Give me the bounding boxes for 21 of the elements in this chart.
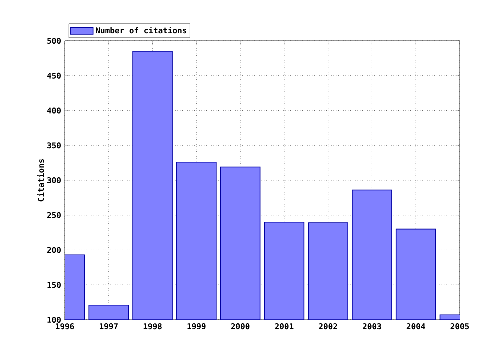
y-tick-label: 100 — [48, 316, 61, 324]
x-tick-label: 2005 — [450, 324, 470, 330]
x-tick-label: 2000 — [231, 324, 250, 330]
x-tick-label: 1998 — [144, 324, 162, 330]
y-axis-title: Citations — [38, 159, 44, 202]
y-tick-label: 350 — [48, 142, 61, 149]
y-tick-label: 150 — [48, 282, 61, 288]
x-tick-label: 1999 — [188, 324, 206, 330]
y-tick-label: 300 — [48, 177, 61, 184]
y-tick-label: 250 — [47, 212, 61, 218]
x-tick-label: 1996 — [56, 324, 74, 330]
x-tick-label: 2004 — [406, 324, 426, 330]
legend-label: Number of citations — [96, 27, 187, 34]
x-tick-label: 1997 — [100, 324, 118, 330]
x-tick-label: 2001 — [275, 324, 294, 330]
y-tick-label: 400 — [47, 108, 61, 114]
y-tick-label: 450 — [47, 72, 61, 79]
y-tick-label: 200 — [47, 247, 61, 254]
x-tick-label: 2003 — [363, 324, 382, 330]
x-tick-label: 2002 — [319, 324, 338, 330]
y-tick-label: 500 — [48, 38, 61, 44]
